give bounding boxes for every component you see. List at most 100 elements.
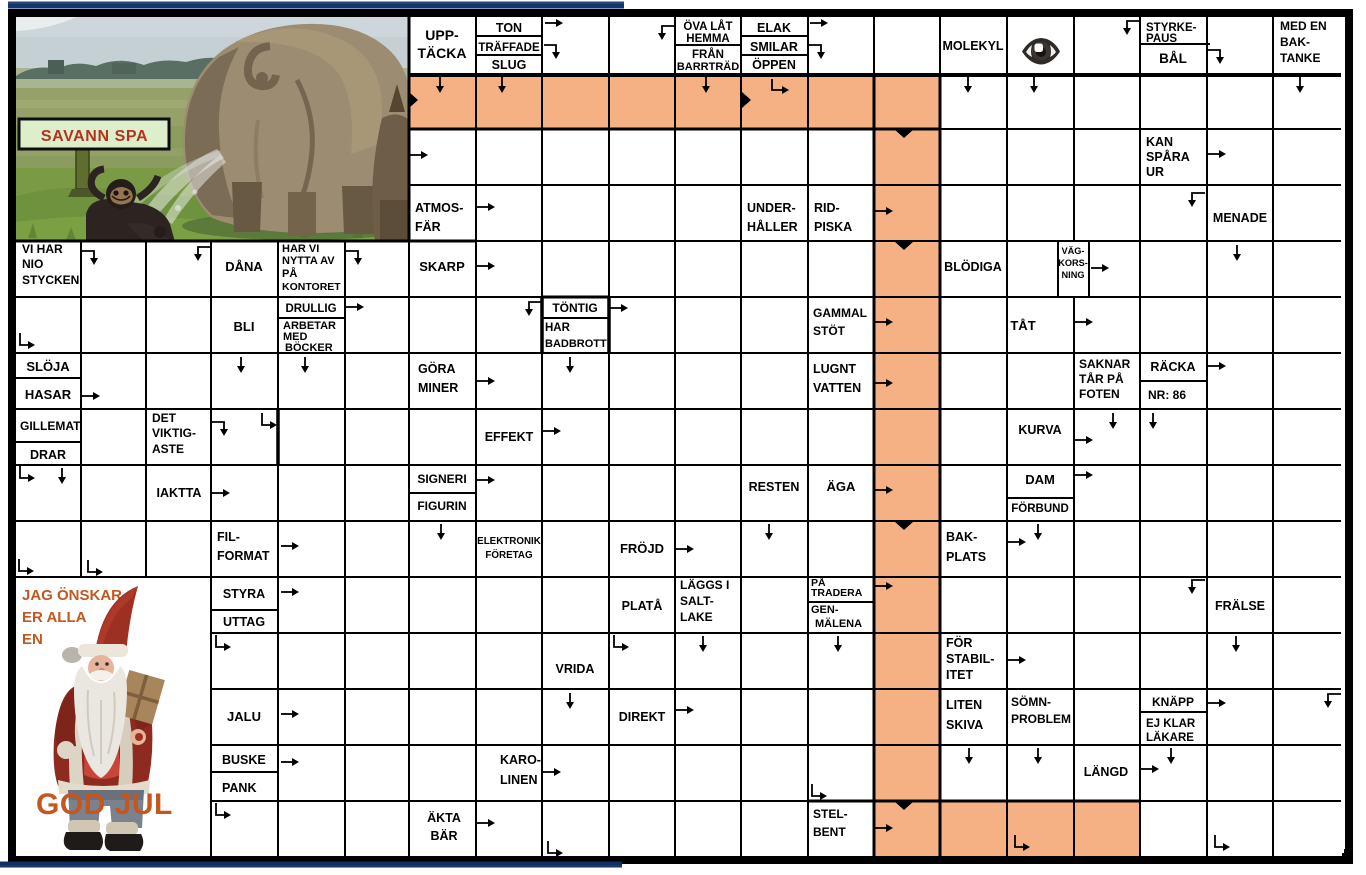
svg-text:KARO-: KARO-	[500, 753, 541, 767]
svg-text:LÄKARE: LÄKARE	[1146, 731, 1194, 744]
svg-text:TON: TON	[496, 21, 522, 35]
svg-text:FÖRBUND: FÖRBUND	[1011, 502, 1069, 515]
svg-text:ELEKTRONIK: ELEKTRONIK	[477, 536, 541, 547]
svg-text:HAR: HAR	[545, 322, 571, 334]
svg-text:NIO: NIO	[22, 257, 43, 271]
svg-text:BUSKE: BUSKE	[222, 753, 266, 767]
svg-text:PLATÅ: PLATÅ	[622, 598, 663, 613]
svg-text:SLÖJA: SLÖJA	[26, 359, 70, 374]
svg-text:NYTTA AV: NYTTA AV	[282, 255, 335, 267]
svg-text:TRADERA: TRADERA	[811, 587, 863, 599]
svg-text:SMILAR: SMILAR	[750, 40, 798, 54]
svg-text:TÄCKA: TÄCKA	[418, 45, 467, 61]
svg-text:BLI: BLI	[234, 319, 255, 334]
svg-text:SLUG: SLUG	[492, 58, 527, 72]
svg-text:FORMAT: FORMAT	[217, 549, 270, 563]
svg-text:GÖRA: GÖRA	[418, 361, 456, 376]
svg-text:ELAK: ELAK	[757, 21, 791, 35]
svg-text:BÅL: BÅL	[1159, 51, 1187, 66]
svg-text:EN: EN	[22, 631, 43, 648]
svg-text:RÄCKA: RÄCKA	[1150, 359, 1195, 374]
svg-text:PLATS: PLATS	[946, 550, 986, 564]
svg-text:GEN-: GEN-	[811, 604, 839, 616]
svg-text:RESTEN: RESTEN	[749, 480, 800, 494]
svg-text:PISKA: PISKA	[814, 220, 852, 234]
svg-text:PÅ: PÅ	[811, 576, 826, 589]
svg-text:BENT: BENT	[813, 825, 846, 839]
svg-text:RID-: RID-	[814, 201, 840, 215]
svg-text:SAVANN SPA: SAVANN SPA	[41, 128, 148, 145]
svg-text:PAUS: PAUS	[1146, 33, 1177, 45]
svg-text:EJ KLAR: EJ KLAR	[1146, 718, 1196, 730]
svg-text:STYCKEN: STYCKEN	[22, 273, 79, 287]
svg-text:MINER: MINER	[418, 381, 458, 395]
svg-text:LITEN: LITEN	[946, 698, 982, 712]
svg-text:VATTEN: VATTEN	[813, 381, 861, 395]
svg-text:SAKNAR: SAKNAR	[1079, 357, 1131, 371]
svg-text:FOTEN: FOTEN	[1079, 387, 1120, 401]
svg-text:HEMMA: HEMMA	[686, 33, 729, 45]
svg-text:VRIDA: VRIDA	[556, 662, 595, 676]
svg-text:HÅLLER: HÅLLER	[747, 219, 798, 234]
svg-text:NR: 86: NR: 86	[1148, 388, 1186, 402]
svg-text:DRAR: DRAR	[30, 448, 66, 462]
svg-text:SKARP: SKARP	[419, 259, 465, 274]
svg-text:SÖMN-: SÖMN-	[1011, 694, 1051, 709]
svg-text:DÅNA: DÅNA	[225, 259, 263, 274]
svg-text:VIKTIG-: VIKTIG-	[152, 426, 196, 440]
svg-text:NING: NING	[1062, 270, 1085, 280]
svg-text:VÄG-: VÄG-	[1062, 246, 1085, 256]
svg-text:ARBETAR: ARBETAR	[283, 320, 336, 332]
svg-text:BARRTRÄD: BARRTRÄD	[677, 60, 739, 73]
svg-text:STABIL-: STABIL-	[946, 652, 994, 666]
svg-text:FRÅN: FRÅN	[692, 48, 724, 61]
svg-text:SALT-: SALT-	[680, 594, 714, 608]
svg-text:BÄR: BÄR	[430, 828, 457, 843]
svg-text:BADBROTT: BADBROTT	[545, 338, 607, 350]
svg-text:MENADE: MENADE	[1213, 211, 1267, 225]
svg-text:FÖR: FÖR	[946, 635, 972, 650]
svg-text:STEL-: STEL-	[813, 807, 848, 821]
svg-text:BAK-: BAK-	[1280, 35, 1310, 49]
svg-text:DRULLIG: DRULLIG	[285, 303, 336, 315]
svg-text:MED: MED	[283, 331, 308, 343]
svg-text:UR: UR	[1146, 165, 1164, 179]
svg-text:LAKE: LAKE	[680, 610, 713, 624]
svg-text:LÄNGD: LÄNGD	[1084, 764, 1128, 779]
svg-text:HASAR: HASAR	[25, 387, 72, 402]
svg-text:KAN: KAN	[1146, 135, 1173, 149]
svg-text:FRÄLSE: FRÄLSE	[1215, 598, 1265, 613]
svg-text:DIREKT: DIREKT	[619, 710, 666, 724]
svg-text:FIGURIN: FIGURIN	[417, 499, 466, 513]
svg-text:LINEN: LINEN	[500, 773, 538, 787]
svg-text:MOLEKYL: MOLEKYL	[942, 39, 1003, 53]
svg-text:FÄR: FÄR	[415, 219, 441, 234]
svg-text:FIL-: FIL-	[217, 530, 240, 544]
svg-text:STÖT: STÖT	[813, 323, 846, 338]
svg-text:TÅR PÅ: TÅR PÅ	[1079, 371, 1124, 386]
svg-text:SKIVA: SKIVA	[946, 718, 983, 732]
svg-text:LUGNT: LUGNT	[813, 362, 856, 376]
svg-text:GAMMAL: GAMMAL	[813, 306, 867, 320]
svg-text:MED EN: MED EN	[1280, 19, 1327, 33]
svg-text:VI HAR: VI HAR	[22, 242, 63, 256]
svg-text:LÄGGS I: LÄGGS I	[680, 577, 729, 592]
svg-text:KONTORET: KONTORET	[282, 281, 341, 293]
svg-text:TRÄFFADE: TRÄFFADE	[478, 41, 540, 54]
svg-text:DET: DET	[152, 411, 177, 425]
svg-text:JALU: JALU	[227, 709, 261, 724]
svg-text:GILLEMAT: GILLEMAT	[20, 419, 81, 433]
svg-text:ITET: ITET	[946, 668, 973, 682]
svg-text:PÅ: PÅ	[282, 267, 297, 280]
svg-text:KNÄPP: KNÄPP	[1152, 694, 1194, 709]
svg-text:HAR VI: HAR VI	[282, 243, 319, 255]
svg-text:FRÖJD: FRÖJD	[620, 541, 664, 556]
svg-text:PANK: PANK	[222, 781, 257, 795]
svg-text:EFFEKT: EFFEKT	[485, 430, 534, 444]
svg-text:SPÅRA: SPÅRA	[1146, 149, 1190, 164]
svg-text:UTTAG: UTTAG	[223, 615, 265, 629]
svg-text:UPP-: UPP-	[425, 27, 459, 43]
svg-text:ÄKTA: ÄKTA	[427, 810, 461, 825]
svg-text:TANKE: TANKE	[1280, 51, 1320, 65]
svg-text:DAM: DAM	[1025, 472, 1055, 487]
